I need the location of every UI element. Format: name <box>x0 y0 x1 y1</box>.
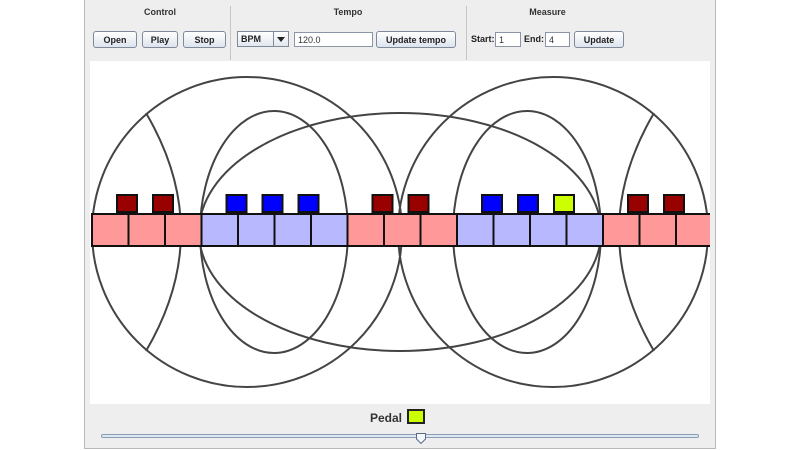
beat-cell-m3-b2 <box>383 213 422 247</box>
note-marker-m5-n2 <box>663 194 685 213</box>
beat-cell-m1-b2 <box>127 213 166 247</box>
note-marker-m2-n3 <box>297 194 320 213</box>
update-tempo-button[interactable]: Update tempo <box>376 31 456 48</box>
pedal-indicator <box>407 409 425 424</box>
note-marker-m4-n2 <box>517 194 539 213</box>
note-marker-m1-n2 <box>152 194 174 213</box>
measure-section-title: Measure <box>529 7 566 17</box>
app-window: Control Open Play Stop Tempo BPM Update … <box>84 0 716 449</box>
note-marker-m2-n2 <box>261 194 284 213</box>
update-measure-button[interactable]: Update <box>574 31 624 48</box>
note-marker-m3-n1 <box>371 194 394 213</box>
beat-cell-m2-b3 <box>273 213 312 247</box>
timeline-slider-track[interactable] <box>101 434 699 438</box>
beat-cell-m1-b3 <box>164 213 203 247</box>
beat-cell-m2-b2 <box>237 213 276 247</box>
open-button[interactable]: Open <box>93 31 137 48</box>
beat-cell-m1-b1 <box>91 213 130 247</box>
beat-cell-m2-b4 <box>310 213 349 247</box>
tempo-input[interactable] <box>294 32 373 47</box>
tempo-unit-value: BPM <box>241 34 261 44</box>
end-label: End: <box>524 34 544 44</box>
note-marker-m5-n1 <box>627 194 649 213</box>
separator-control-tempo <box>230 6 231 60</box>
beat-cell-m4-b2 <box>492 213 531 247</box>
start-measure-input[interactable] <box>495 32 521 47</box>
slider-thumb-icon[interactable] <box>415 431 426 445</box>
notes-layer <box>116 194 685 213</box>
end-measure-input[interactable] <box>545 32 570 47</box>
beat-cell-m5-b3 <box>675 213 714 247</box>
play-button[interactable]: Play <box>142 31 178 48</box>
beat-cell-m5-b2 <box>638 213 677 247</box>
note-marker-m3-n2 <box>407 194 430 213</box>
tempo-section-title: Tempo <box>333 7 363 17</box>
beat-cell-m3-b3 <box>419 213 458 247</box>
note-marker-m1-n1 <box>116 194 138 213</box>
separator-tempo-measure <box>466 6 467 60</box>
stop-button[interactable]: Stop <box>183 31 226 48</box>
note-marker-m4-n3 <box>553 194 575 213</box>
pedal-label: Pedal <box>370 411 403 425</box>
visualization-svg <box>91 76 714 388</box>
beat-cell-m4-b4 <box>565 213 604 247</box>
start-label: Start: <box>471 34 495 44</box>
beat-cell-m4-b3 <box>529 213 568 247</box>
note-marker-m2-n1 <box>225 194 248 213</box>
beat-cell-m2-b1 <box>200 213 239 247</box>
note-marker-m4-n1 <box>481 194 503 213</box>
beat-cell-m5-b1 <box>602 213 641 247</box>
tempo-unit-select[interactable]: BPM <box>237 31 289 47</box>
beat-cell-m4-b1 <box>456 213 495 247</box>
beats-layer <box>91 213 714 247</box>
beat-cell-m3-b1 <box>346 213 385 247</box>
chevron-down-icon[interactable] <box>273 32 288 46</box>
visualization-canvas[interactable] <box>90 61 714 404</box>
control-section-title: Control <box>144 7 176 17</box>
